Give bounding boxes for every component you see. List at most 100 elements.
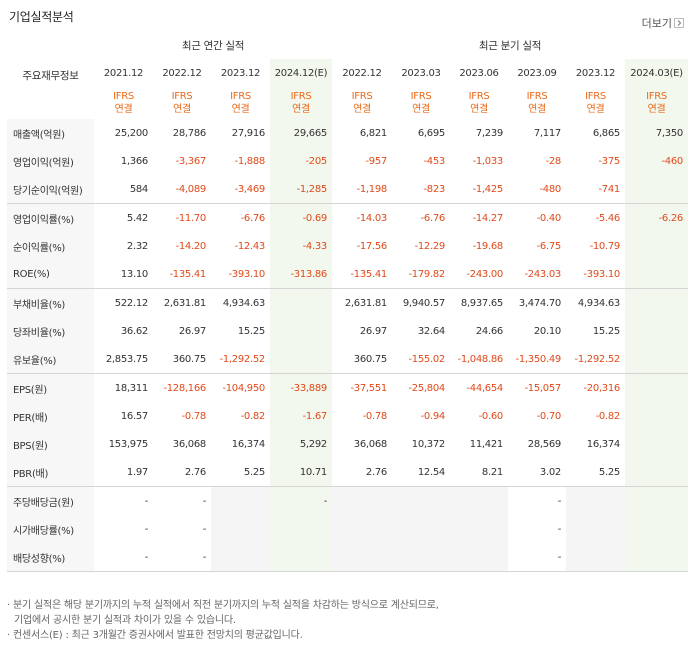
- table-cell: [566, 515, 625, 543]
- table-cell: 29,665: [270, 119, 332, 147]
- ifrs-label: IFRS 연결: [625, 87, 688, 119]
- row-label: 순이익률(%): [7, 232, 94, 260]
- table-cell: -14.03: [356, 212, 388, 224]
- table-cell: 8,937.65: [460, 297, 503, 309]
- table-cell: -453: [423, 155, 446, 167]
- table-cell: -1.67: [270, 402, 332, 430]
- table-cell: 1,366: [120, 155, 148, 167]
- period-header: 2023.03: [401, 67, 441, 79]
- table-cell: [625, 288, 688, 317]
- table-cell: -1,285: [270, 175, 332, 204]
- table-cell: [270, 543, 332, 572]
- table-cell: [625, 373, 688, 402]
- table-cell: -17.56: [356, 240, 388, 252]
- table-cell: 10.71: [270, 458, 332, 487]
- table-cell: [625, 175, 688, 204]
- table-cell: -135.41: [153, 260, 211, 289]
- table-cell: -155.02: [392, 345, 450, 374]
- table-cell: 522.12: [114, 297, 149, 309]
- table-cell: 15.25: [592, 325, 620, 337]
- table-row: 배당성향(%) - - -: [7, 543, 688, 572]
- table-cell: -1,198: [332, 175, 392, 204]
- table-cell: 27,916: [231, 127, 266, 139]
- table-cell: 5.42: [126, 212, 148, 224]
- table-row: EPS(원) 18,311 -128,166 -104,950 -33,889 -37,5…: [7, 373, 688, 402]
- table-cell: 584: [94, 175, 153, 204]
- table-cell: -28: [545, 155, 562, 167]
- period-header-row: 2021.12 2022.12 2023.12 2024.12(E) 2022.12 20…: [7, 59, 688, 87]
- period-header: 2022.12: [162, 67, 202, 79]
- table-cell: [211, 515, 270, 543]
- table-row: 주당배당금(원) - - - -: [7, 486, 688, 515]
- table-cell: -128,166: [163, 382, 206, 394]
- table-cell: -0.70: [536, 410, 562, 422]
- table-cell: -393.10: [566, 260, 625, 289]
- ifrs-header-row: IFRS 연결 IFRS 연결 IFRS 연결 IFRS 연결 IFRS 연결 IFRS 연결 IFRS…: [7, 87, 688, 119]
- table-cell: 6,695: [417, 127, 445, 139]
- table-cell: [392, 543, 450, 572]
- table-cell: [625, 402, 688, 430]
- table-cell: 5.25: [211, 458, 270, 487]
- table-cell: -: [144, 495, 149, 507]
- table-cell: [270, 515, 332, 543]
- row-label: 유보율(%): [7, 345, 94, 374]
- chevron-right-icon: [674, 18, 684, 28]
- table-cell: 2.32: [126, 240, 148, 252]
- table-cell: [332, 543, 392, 572]
- table-cell: -15,057: [524, 382, 562, 394]
- more-link[interactable]: 더보기: [642, 15, 684, 31]
- row-label: PBR(배): [7, 458, 94, 487]
- table-cell: -460: [625, 147, 688, 175]
- more-label: 더보기: [641, 17, 672, 30]
- table-cell: -313.86: [270, 260, 332, 289]
- table-cell: 36,068: [172, 438, 207, 450]
- financial-table: 주요재무정보 최근 연간 실적 최근 분기 실적 2021.12 2022.12 2…: [7, 32, 688, 572]
- table-cell: [392, 515, 450, 543]
- table-cell: -480: [508, 175, 566, 204]
- table-cell: 18,311: [114, 382, 149, 394]
- table-cell: [270, 288, 332, 317]
- note-2: 기업에서 공시한 분기 실적과 차이가 있을 수 있습니다.: [14, 615, 236, 626]
- table-cell: -: [508, 543, 566, 572]
- annual-group-header: 최근 연간 실적: [94, 32, 332, 59]
- table-cell: -: [94, 543, 153, 572]
- table-cell: 25,200: [114, 127, 149, 139]
- table-cell: [625, 458, 688, 487]
- table-cell: -10.79: [589, 240, 621, 252]
- table-cell: -0.69: [270, 203, 332, 232]
- table-cell: [211, 486, 270, 515]
- table-cell: 16,374: [231, 438, 266, 450]
- table-cell: [625, 430, 688, 458]
- table-cell: -37,551: [350, 382, 388, 394]
- period-header: 2023.09: [517, 67, 557, 79]
- ifrs-label: IFRS 연결: [171, 91, 193, 115]
- table-cell: 360.75: [153, 345, 211, 374]
- table-cell: -: [144, 523, 149, 535]
- table-cell: 2.76: [332, 458, 392, 487]
- table-cell: -0.82: [240, 410, 266, 422]
- table-cell: -: [153, 543, 211, 572]
- table-cell: 12.54: [392, 458, 450, 487]
- ifrs-label: IFRS 연결: [113, 91, 134, 115]
- table-cell: 153,975: [108, 438, 149, 450]
- table-cell: -0.94: [420, 410, 446, 422]
- table-cell: -6.26: [625, 203, 688, 232]
- table-cell: 8.21: [450, 458, 508, 487]
- table-cell: 2,631.81: [344, 297, 387, 309]
- table-cell: 28,786: [172, 127, 207, 139]
- table-cell: [450, 486, 508, 515]
- period-header: 2024.03(E): [625, 59, 688, 87]
- table-cell: [625, 317, 688, 345]
- table-cell: 6,821: [359, 127, 387, 139]
- table-cell: -0.78: [181, 410, 207, 422]
- table-cell: 3,474.70: [518, 297, 561, 309]
- table-cell: 2.76: [153, 458, 211, 487]
- period-header: 2021.12: [103, 67, 144, 79]
- table-cell: -14.27: [472, 212, 504, 224]
- table-cell: -11.70: [175, 212, 207, 224]
- ifrs-label: IFRS 연결: [230, 91, 251, 115]
- table-cell: 5.25: [566, 458, 625, 487]
- row-label: ROE(%): [7, 260, 94, 289]
- table-cell: 10,372: [411, 438, 446, 450]
- table-cell: -4.33: [270, 232, 332, 260]
